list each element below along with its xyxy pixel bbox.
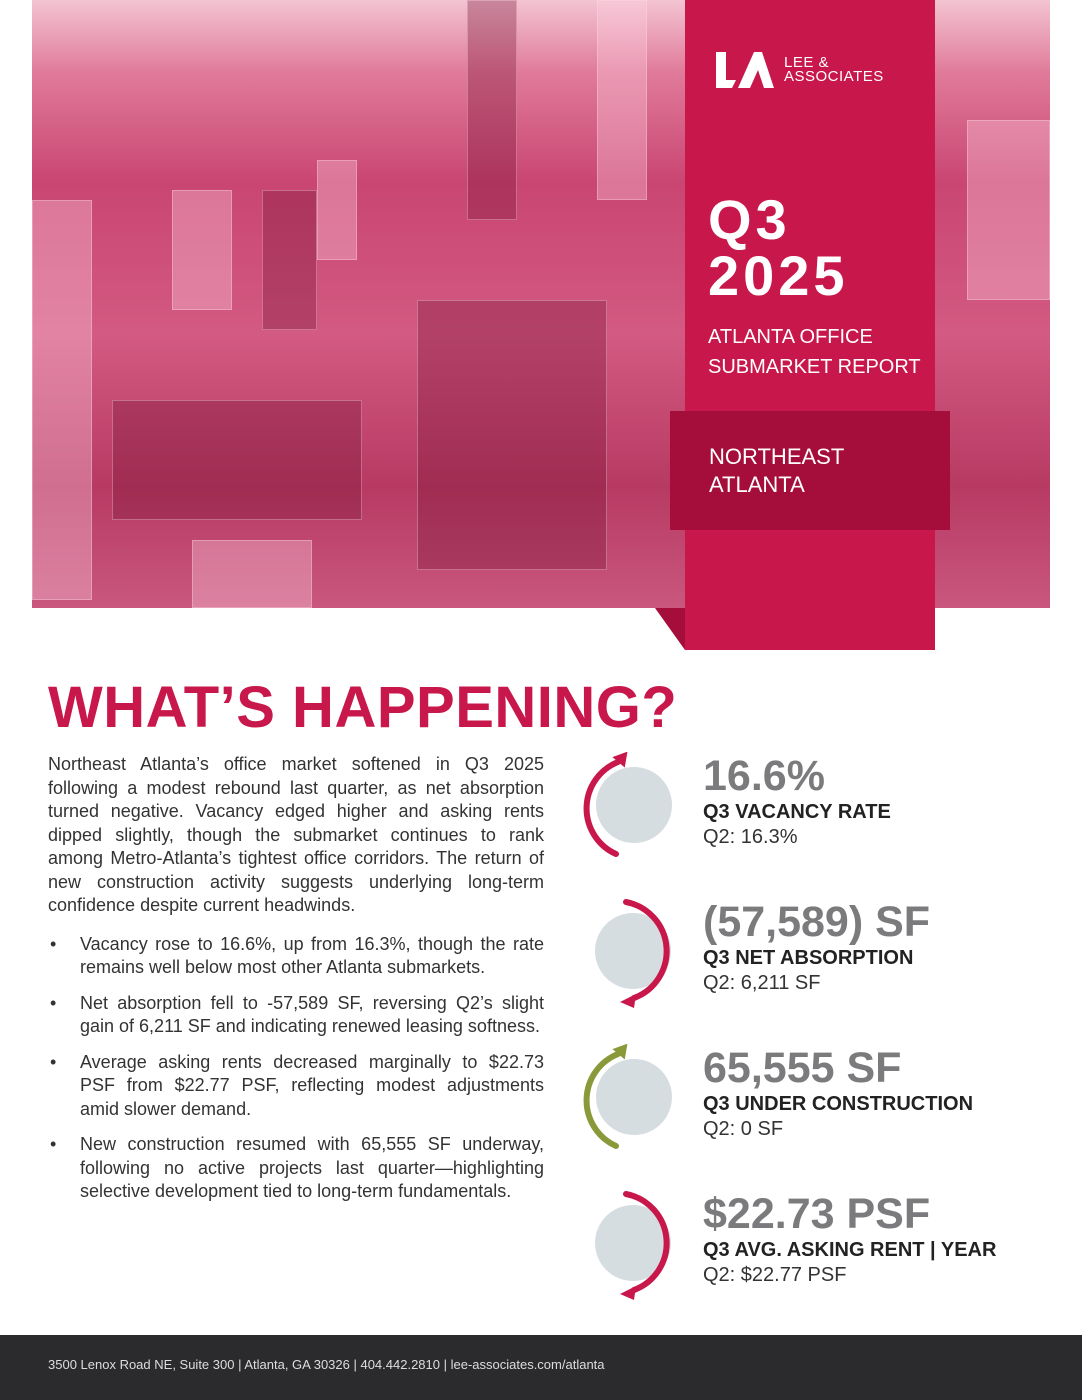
trend-up-arrow-icon (583, 752, 672, 857)
stat-previous: Q2: $22.77 PSF (703, 1264, 847, 1286)
lee-associates-logo: LEE & ASSOCIATES (716, 52, 884, 88)
stat-label: Q3 NET ABSORPTION (703, 947, 914, 969)
bullet-item: Vacancy rose to 16.6%, up from 16.3%, th… (48, 933, 544, 980)
subtitle-line1: ATLANTA OFFICE (708, 326, 873, 348)
stat-value: $22.73 PSF (703, 1190, 931, 1238)
stat-value: 65,555 SF (703, 1044, 902, 1092)
cover-title-panel (685, 0, 935, 650)
stat-previous: Q2: 0 SF (703, 1118, 784, 1140)
stat-label: Q3 AVG. ASKING RENT | YEAR (703, 1239, 997, 1261)
panel-fold-decoration (655, 608, 685, 650)
stat-previous: Q2: 6,211 SF (703, 972, 821, 994)
la-logo-icon (716, 52, 774, 88)
report-period: Q3 2025 (708, 192, 849, 304)
stat-previous: Q2: 16.3% (703, 826, 798, 848)
bullet-item: New construction resumed with 65,555 SF … (48, 1133, 544, 1204)
stat-3: $22.73 PSF Q3 AVG. ASKING RENT | YEAR Q2: … (578, 1190, 1058, 1300)
submarket-box: NORTHEAST ATLANTA (670, 411, 950, 530)
submarket-line2: ATLANTA (709, 472, 805, 497)
footer-contact: 3500 Lenox Road NE, Suite 300 | Atlanta,… (0, 1335, 1082, 1400)
quarter: Q3 (708, 188, 791, 251)
logo-text-line1: LEE & (784, 54, 830, 71)
trend-down-arrow-icon (595, 1191, 671, 1300)
summary-text: Northeast Atlanta’s office market soften… (48, 753, 544, 1216)
stat-label: Q3 VACANCY RATE (703, 801, 891, 823)
logo-text-line2: ASSOCIATES (784, 68, 884, 85)
submarket-line1: NORTHEAST (709, 444, 845, 469)
subtitle-line2: SUBMARKET REPORT (708, 356, 921, 378)
stat-2: 65,555 SF Q3 UNDER CONSTRUCTION Q2: 0 SF (578, 1044, 1058, 1154)
bullet-list: Vacancy rose to 16.6%, up from 16.3%, th… (48, 933, 544, 1204)
stat-value: (57,589) SF (703, 898, 931, 946)
trend-up-arrow-icon (583, 1044, 672, 1149)
stat-1: (57,589) SF Q3 NET ABSORPTION Q2: 6,211 SF (578, 898, 1058, 1008)
stat-label: Q3 UNDER CONSTRUCTION (703, 1093, 974, 1115)
bullet-item: Net absorption fell to -57,589 SF, rever… (48, 992, 544, 1039)
trend-down-arrow-icon (595, 899, 671, 1008)
stat-0: 16.6% Q3 VACANCY RATE Q2: 16.3% (578, 752, 1058, 862)
intro-paragraph: Northeast Atlanta’s office market soften… (48, 754, 544, 915)
bullet-item: Average asking rents decreased marginall… (48, 1051, 544, 1122)
stat-value: 16.6% (703, 752, 825, 800)
year: 2025 (708, 244, 849, 307)
report-subtitle: ATLANTA OFFICE SUBMARKET REPORT (708, 322, 921, 382)
section-heading: WHAT’S HAPPENING? (48, 675, 678, 740)
